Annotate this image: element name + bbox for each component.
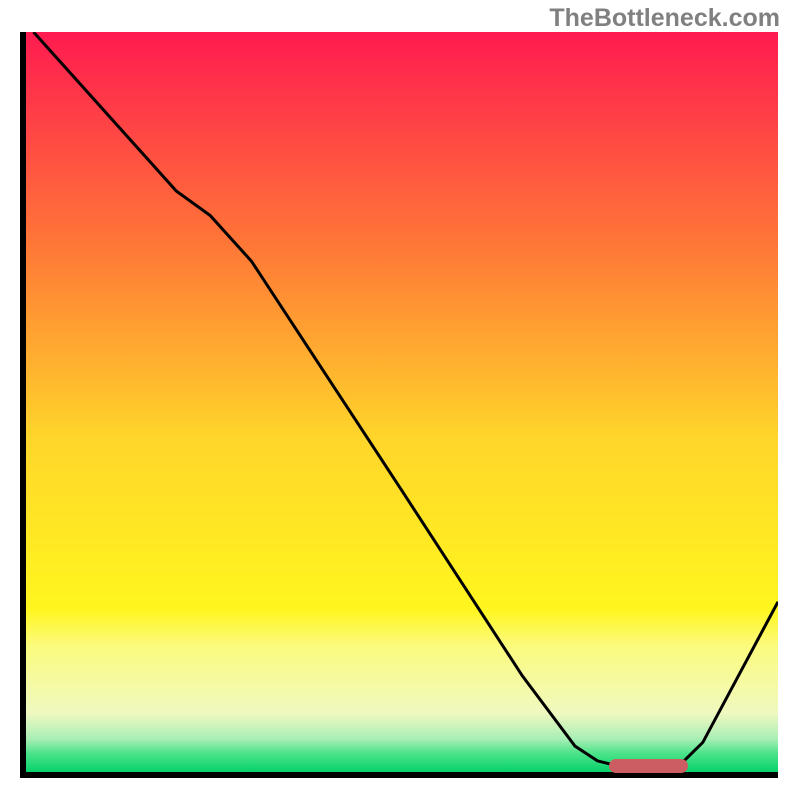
curve-line	[26, 32, 778, 772]
chart-container: TheBottleneck.com	[0, 0, 800, 800]
optimal-range-marker	[609, 759, 688, 773]
watermark-text: TheBottleneck.com	[549, 4, 780, 33]
plot-area	[20, 32, 778, 778]
